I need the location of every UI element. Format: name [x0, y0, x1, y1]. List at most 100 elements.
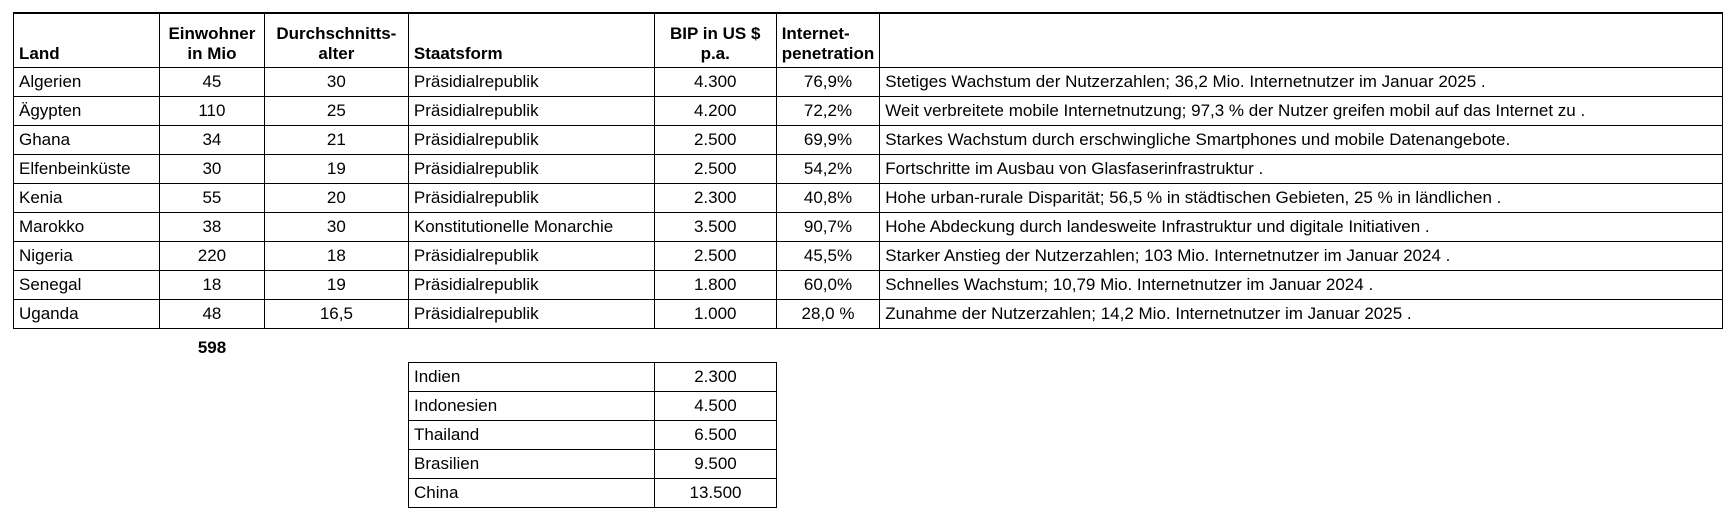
- cell-staatsform[interactable]: Präsidialrepublik: [407, 182, 655, 213]
- cell-alter[interactable]: 18: [263, 240, 409, 271]
- cell-kommentar[interactable]: Starkes Wachstum durch erschwingliche Sm…: [879, 124, 1723, 155]
- cell-bip[interactable]: 2.300: [654, 362, 777, 392]
- cell-alter[interactable]: 16,5: [263, 298, 409, 329]
- cell-staatsform[interactable]: Präsidialrepublik: [407, 66, 655, 97]
- cell-einwohner[interactable]: 45: [158, 66, 265, 97]
- header-durchschnittsalter[interactable]: Durchschnitts- alter: [263, 12, 409, 68]
- cell-internet[interactable]: 54,2%: [775, 153, 881, 184]
- cell-bip[interactable]: 2.300: [653, 182, 777, 213]
- cell-internet[interactable]: 40,8%: [775, 182, 881, 213]
- cell-land[interactable]: Kenia: [13, 182, 160, 213]
- cell-einwohner[interactable]: 110: [158, 95, 265, 126]
- cell-bip[interactable]: 4.300: [653, 66, 777, 97]
- table-row: Ägypten 110 25 Präsidialrepublik 4.200 7…: [13, 95, 1723, 126]
- header-line: in Mio: [187, 43, 237, 63]
- header-line: alter: [318, 43, 355, 63]
- cell-land[interactable]: Indien: [408, 362, 655, 392]
- header-line: p.a.: [700, 43, 730, 63]
- table-row: Algerien 45 30 Präsidialrepublik 4.300 7…: [13, 66, 1723, 97]
- cell-land[interactable]: Nigeria: [13, 240, 160, 271]
- cell-internet[interactable]: 45,5%: [775, 240, 881, 271]
- cell-bip[interactable]: 2.500: [653, 124, 777, 155]
- cell-staatsform[interactable]: Präsidialrepublik: [407, 124, 655, 155]
- cell-internet[interactable]: 28,0 %: [775, 298, 881, 329]
- country-data-table: Land Einwohner in Mio Durchschnitts- alt…: [13, 12, 1723, 329]
- header-line: penetration: [781, 43, 875, 63]
- header-kommentar[interactable]: [879, 12, 1723, 68]
- header-bip[interactable]: BIP in US $ p.a.: [653, 12, 777, 68]
- header-line: Internet-: [781, 23, 850, 43]
- cell-alter[interactable]: 21: [263, 124, 409, 155]
- cell-alter[interactable]: 30: [263, 211, 409, 242]
- cell-staatsform[interactable]: Präsidialrepublik: [407, 298, 655, 329]
- table-row: Nigeria 220 18 Präsidialrepublik 2.500 4…: [13, 240, 1723, 271]
- header-einwohner[interactable]: Einwohner in Mio: [158, 12, 265, 68]
- cell-staatsform[interactable]: Präsidialrepublik: [407, 95, 655, 126]
- cell-bip[interactable]: 4.200: [653, 95, 777, 126]
- cell-einwohner[interactable]: 220: [158, 240, 265, 271]
- cell-kommentar[interactable]: Hohe Abdeckung durch landesweite Infrast…: [879, 211, 1723, 242]
- cell-bip[interactable]: 1.000: [653, 298, 777, 329]
- einwohner-sum-cell[interactable]: 598: [197, 338, 227, 357]
- cell-bip[interactable]: 3.500: [653, 211, 777, 242]
- cell-land[interactable]: Thailand: [408, 420, 655, 450]
- cell-alter[interactable]: 30: [263, 66, 409, 97]
- cell-bip[interactable]: 6.500: [654, 420, 777, 450]
- cell-alter[interactable]: 19: [263, 153, 409, 184]
- cell-bip[interactable]: 2.500: [653, 240, 777, 271]
- cell-einwohner[interactable]: 18: [158, 269, 265, 300]
- cell-alter[interactable]: 25: [263, 95, 409, 126]
- cell-land[interactable]: Indonesien: [408, 391, 655, 421]
- cell-einwohner[interactable]: 55: [158, 182, 265, 213]
- cell-bip[interactable]: 4.500: [654, 391, 777, 421]
- cell-einwohner[interactable]: 38: [158, 211, 265, 242]
- table-row: Indien 2.300: [408, 362, 777, 392]
- cell-alter[interactable]: 19: [263, 269, 409, 300]
- cell-land[interactable]: Uganda: [13, 298, 160, 329]
- cell-kommentar[interactable]: Starker Anstieg der Nutzerzahlen; 103 Mi…: [879, 240, 1723, 271]
- cell-land[interactable]: Ghana: [13, 124, 160, 155]
- header-staatsform[interactable]: Staatsform: [407, 12, 655, 68]
- header-line: BIP in US $: [670, 23, 761, 43]
- cell-land[interactable]: Senegal: [13, 269, 160, 300]
- cell-land[interactable]: Ägypten: [13, 95, 160, 126]
- header-internetpenetration[interactable]: Internet- penetration: [775, 12, 881, 68]
- cell-kommentar[interactable]: Hohe urban-rurale Disparität; 56,5 % in …: [879, 182, 1723, 213]
- table-row: China 13.500: [408, 478, 777, 508]
- table-row: Indonesien 4.500: [408, 391, 777, 421]
- cell-kommentar[interactable]: Fortschritte im Ausbau von Glasfaserinfr…: [879, 153, 1723, 184]
- cell-bip[interactable]: 1.800: [653, 269, 777, 300]
- cell-land[interactable]: China: [408, 478, 655, 508]
- cell-staatsform[interactable]: Präsidialrepublik: [407, 240, 655, 271]
- cell-kommentar[interactable]: Zunahme der Nutzerzahlen; 14,2 Mio. Inte…: [879, 298, 1723, 329]
- cell-internet[interactable]: 69,9%: [775, 124, 881, 155]
- cell-kommentar[interactable]: Schnelles Wachstum; 10,79 Mio. Internetn…: [879, 269, 1723, 300]
- cell-alter[interactable]: 20: [263, 182, 409, 213]
- header-row: Land Einwohner in Mio Durchschnitts- alt…: [13, 12, 1723, 68]
- table-row: Kenia 55 20 Präsidialrepublik 2.300 40,8…: [13, 182, 1723, 213]
- table-row: Senegal 18 19 Präsidialrepublik 1.800 60…: [13, 269, 1723, 300]
- cell-kommentar[interactable]: Stetiges Wachstum der Nutzerzahlen; 36,2…: [879, 66, 1723, 97]
- cell-internet[interactable]: 90,7%: [775, 211, 881, 242]
- table-row: Brasilien 9.500: [408, 449, 777, 479]
- cell-land[interactable]: Marokko: [13, 211, 160, 242]
- cell-staatsform[interactable]: Präsidialrepublik: [407, 269, 655, 300]
- cell-bip[interactable]: 2.500: [653, 153, 777, 184]
- cell-staatsform[interactable]: Konstitutionelle Monarchie: [407, 211, 655, 242]
- cell-einwohner[interactable]: 48: [158, 298, 265, 329]
- cell-land[interactable]: Algerien: [13, 66, 160, 97]
- cell-einwohner[interactable]: 34: [158, 124, 265, 155]
- cell-kommentar[interactable]: Weit verbreitete mobile Internetnutzung;…: [879, 95, 1723, 126]
- header-land[interactable]: Land: [13, 12, 160, 68]
- cell-bip[interactable]: 9.500: [654, 449, 777, 479]
- cell-internet[interactable]: 60,0%: [775, 269, 881, 300]
- comparison-bip-table: Indien 2.300 Indonesien 4.500 Thailand 6…: [408, 362, 777, 508]
- cell-internet[interactable]: 72,2%: [775, 95, 881, 126]
- header-line: Einwohner: [168, 23, 256, 43]
- cell-land[interactable]: Elfenbeinküste: [13, 153, 160, 184]
- cell-einwohner[interactable]: 30: [158, 153, 265, 184]
- cell-bip[interactable]: 13.500: [654, 478, 777, 508]
- cell-internet[interactable]: 76,9%: [775, 66, 881, 97]
- cell-staatsform[interactable]: Präsidialrepublik: [407, 153, 655, 184]
- cell-land[interactable]: Brasilien: [408, 449, 655, 479]
